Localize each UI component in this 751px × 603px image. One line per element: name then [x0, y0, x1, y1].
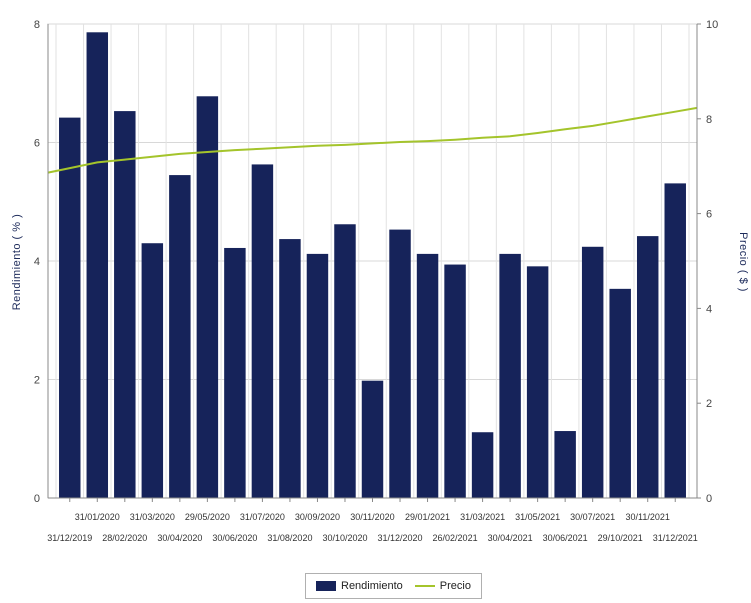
y-left-axis-title: Rendimiento ( % )	[11, 214, 23, 311]
y-right-tick-label: 10	[706, 19, 718, 31]
x-tick-label: 30/11/2021	[626, 512, 670, 522]
bar-rendimiento	[59, 117, 81, 499]
x-tick-label: 30/09/2020	[295, 512, 340, 522]
y-right-axis-title: Precio ( $ )	[737, 232, 749, 292]
bar-rendimiento	[554, 431, 576, 498]
bar-rendimiento	[86, 32, 109, 499]
x-tick-label: 31/12/2020	[377, 533, 422, 543]
y-left-tick-label: 0	[34, 493, 40, 505]
legend-item-precio: Precio	[414, 580, 471, 592]
y-left-tick-label: 8	[34, 19, 40, 31]
bar-rendimiento	[141, 243, 164, 498]
bar-rendimiento	[114, 111, 136, 498]
legend-label-precio: Precio	[439, 580, 471, 592]
x-tick-label: 30/07/2021	[570, 512, 615, 522]
x-tick-label: 30/04/2020	[157, 533, 202, 543]
y-right-tick-label: 0	[706, 493, 712, 505]
x-tick-label: 31/03/2020	[130, 512, 175, 522]
x-tick-label: 30/06/2020	[212, 533, 257, 543]
x-tick-label: 31/01/2020	[75, 512, 120, 522]
x-tick-label: 30/06/2021	[543, 533, 588, 543]
bar-rendimiento	[279, 239, 301, 498]
x-tick-label: 31/12/2019	[47, 533, 92, 543]
bar-rendimiento	[636, 236, 659, 499]
y-left-tick-label: 6	[34, 138, 40, 150]
y-left-tick-labels: 0 2 4 6 8	[34, 19, 40, 505]
x-tick-label: 30/04/2021	[488, 533, 533, 543]
y-right-tick-label: 4	[706, 303, 712, 315]
axes	[47, 23, 701, 502]
x-tick-label: 31/12/2021	[653, 533, 698, 543]
x-tick-label: 29/05/2020	[185, 512, 230, 522]
bar-rendimiento	[499, 253, 521, 498]
bar-rendimiento	[196, 96, 219, 498]
x-tick-label: 31/05/2021	[515, 512, 560, 522]
y-left-tick-label: 4	[34, 256, 40, 268]
bar-rendimiento	[581, 246, 604, 498]
y-right-tick-label: 2	[706, 398, 712, 410]
bar-rendimiento	[609, 288, 631, 498]
y-right-tick-labels: 0 2 4 6 8 10	[706, 19, 718, 505]
bar-rendimiento	[471, 432, 494, 498]
x-tick-label: 30/11/2020	[350, 512, 394, 522]
x-tick-label: 31/08/2020	[267, 533, 312, 543]
bar-rendimiento	[251, 164, 274, 499]
line-precio	[47, 106, 698, 174]
y-left-tick-label: 2	[34, 375, 40, 387]
x-tick-label: 29/10/2021	[598, 533, 643, 543]
legend-label-rendimiento: Rendimiento	[341, 580, 403, 592]
bar-rendimiento	[664, 183, 686, 498]
bar-rendimiento	[224, 247, 246, 498]
bar-series-rendimiento	[59, 32, 686, 499]
bar-rendimiento	[306, 253, 329, 498]
x-tick-label: 26/02/2021	[433, 533, 478, 543]
legend-swatch-bar	[316, 581, 336, 591]
bar-rendimiento	[526, 266, 549, 498]
x-tick-label: 31/07/2020	[240, 512, 285, 522]
bar-rendimiento	[334, 224, 356, 498]
bar-rendimiento	[444, 264, 466, 498]
y-right-tick-label: 6	[706, 209, 712, 221]
x-tick-label: 28/02/2020	[102, 533, 147, 543]
bar-rendimiento	[169, 175, 191, 498]
line-series-precio	[47, 106, 698, 174]
x-tick-label: 31/03/2021	[460, 512, 505, 522]
x-tick-labels: 31/12/2019 31/01/2020 28/02/2020 31/03/2020…	[47, 512, 698, 543]
bar-rendimiento	[416, 253, 439, 498]
bar-rendimiento	[361, 380, 384, 498]
y-right-tick-label: 8	[706, 114, 712, 126]
legend-swatch-line	[414, 585, 435, 587]
legend-item-rendimiento: Rendimiento	[316, 580, 403, 592]
legend: Rendimiento Precio	[305, 573, 482, 599]
x-tick-label: 29/01/2021	[405, 512, 450, 522]
x-tick-label: 30/10/2020	[322, 533, 367, 543]
bar-rendimiento	[389, 229, 411, 498]
